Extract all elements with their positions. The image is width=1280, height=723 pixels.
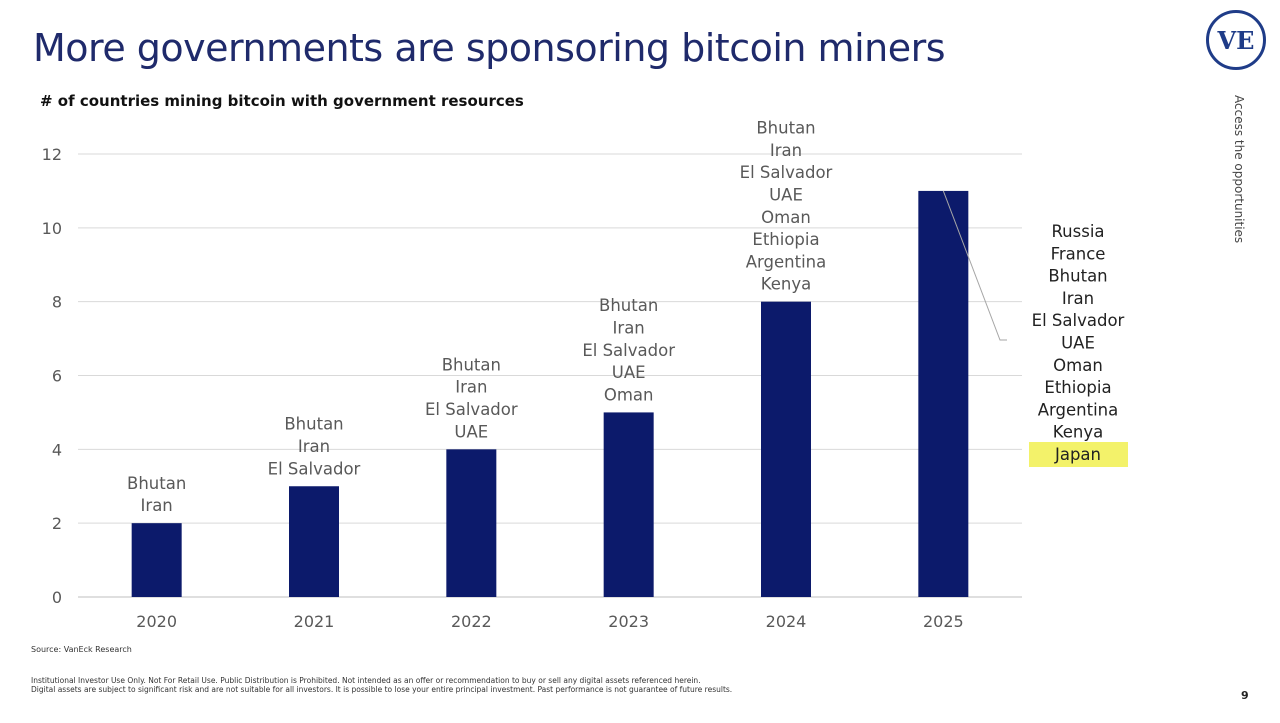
data-label-2025: France [1051, 244, 1106, 263]
data-label-2025: Russia [1051, 222, 1104, 241]
data-label-2024: Ethiopia [752, 230, 819, 249]
chart-title: # of countries mining bitcoin with gover… [40, 92, 524, 110]
x-tick-label: 2020 [136, 612, 177, 631]
source-note: Source: VanEck Research [31, 645, 132, 654]
data-label-2025: Kenya [1053, 423, 1103, 442]
bar-2024 [761, 301, 811, 597]
y-tick-label: 8 [52, 293, 62, 312]
y-tick-label: 0 [52, 588, 62, 607]
data-label-2025: Oman [1053, 356, 1103, 375]
data-label-2023: Oman [604, 385, 654, 404]
data-label-2024: El Salvador [740, 163, 833, 182]
data-label-2025: UAE [1061, 334, 1095, 353]
data-label-2023: El Salvador [582, 341, 675, 360]
data-label-2022: Iran [455, 378, 487, 397]
page-number: 9 [1241, 689, 1249, 702]
bar-2020 [131, 523, 182, 597]
tagline: Access the opportunities [1232, 95, 1246, 244]
x-tick-label: 2021 [294, 612, 335, 631]
data-label-2024: Oman [761, 208, 811, 227]
x-tick-label: 2023 [608, 612, 649, 631]
leader-line [942, 190, 1007, 341]
slide-title: More governments are sponsoring bitcoin … [33, 26, 946, 70]
data-label-2024: UAE [769, 185, 803, 204]
data-label-2021: El Salvador [268, 459, 361, 478]
bar-2021 [289, 486, 339, 597]
bar-2023 [603, 412, 654, 597]
data-label-2025: Bhutan [1048, 267, 1107, 286]
data-label-2025: Argentina [1038, 400, 1119, 419]
x-tick-label: 2025 [923, 612, 964, 631]
logo-text: VE [1217, 25, 1255, 55]
data-label-2022: UAE [454, 422, 488, 441]
y-tick-label: 10 [42, 219, 62, 238]
y-tick-label: 12 [42, 145, 62, 164]
x-tick-label: 2022 [451, 612, 492, 631]
y-tick-label: 2 [52, 514, 62, 533]
data-label-2025: Ethiopia [1044, 378, 1111, 397]
data-label-2023: UAE [612, 363, 646, 382]
label-highlight [1029, 442, 1128, 467]
data-label-2022: El Salvador [425, 400, 518, 419]
data-label-2024: Bhutan [756, 119, 815, 138]
data-label-2022: Bhutan [442, 355, 501, 374]
data-label-2021: Iran [298, 437, 330, 456]
bar-2025 [918, 190, 969, 597]
bar-2022 [446, 449, 497, 597]
data-label-2024: Kenya [761, 275, 811, 294]
disclaimer-line: Digital assets are subject to significan… [31, 685, 733, 694]
data-label-2021: Bhutan [284, 415, 343, 434]
y-tick-label: 4 [52, 440, 62, 459]
data-label-2024: Argentina [746, 252, 827, 271]
data-label-2025: Japan [1054, 445, 1101, 464]
disclaimer: Institutional Investor Use Only. Not For… [31, 676, 732, 694]
data-label-2024: Iran [770, 141, 802, 160]
disclaimer-line: Institutional Investor Use Only. Not For… [31, 676, 701, 685]
data-label-2025: El Salvador [1032, 311, 1125, 330]
vaneck-logo: VE [1206, 10, 1266, 70]
data-label-2020: Bhutan [127, 474, 186, 493]
data-label-2023: Bhutan [599, 296, 658, 315]
data-label-2023: Iran [613, 319, 645, 338]
y-tick-label: 6 [52, 367, 62, 386]
x-tick-label: 2024 [766, 612, 807, 631]
data-label-2020: Iran [141, 496, 173, 515]
data-label-2025: Iran [1062, 289, 1094, 308]
